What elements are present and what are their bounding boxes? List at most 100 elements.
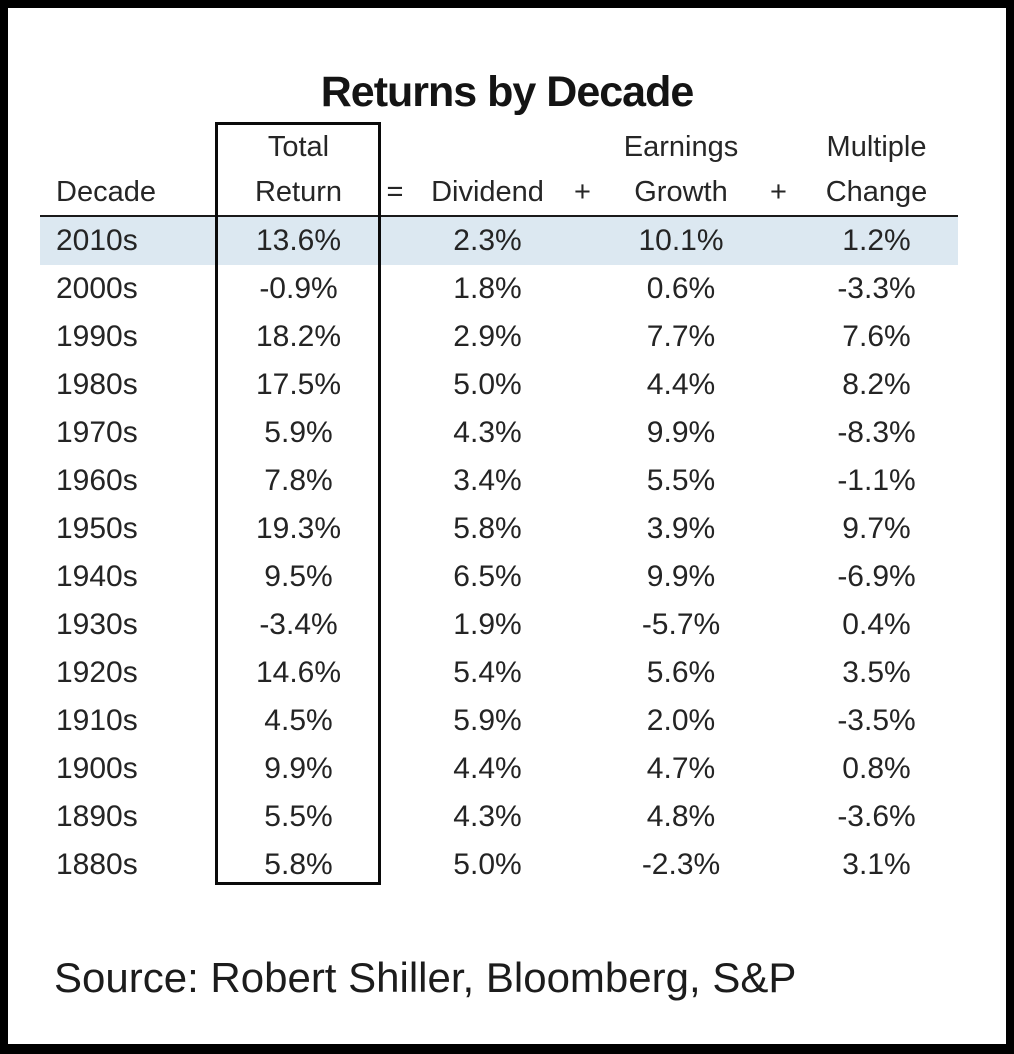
cell-decade: 1990s: [56, 320, 138, 353]
table-row: 1890s 5.5% 4.3% 4.8% -3.6%: [40, 793, 958, 841]
table-body: 2010s 13.6% 2.3% 10.1% 1.2% 2000s -0.9% 1.8% 0.6…: [40, 217, 958, 889]
cell-spacer: [762, 409, 795, 457]
table-row: 1880s 5.8% 5.0% -2.3% 3.1%: [40, 841, 958, 889]
cell-dividend: 4.3%: [453, 800, 522, 833]
cell-spacer: [565, 841, 600, 889]
table-row: 1980s 17.5% 5.0% 4.4% 8.2%: [40, 361, 958, 409]
cell-spacer: [380, 409, 410, 457]
cell-spacer: [380, 745, 410, 793]
cell-dividend: 4.3%: [453, 416, 522, 449]
cell-total-return: 9.9%: [264, 752, 333, 785]
cell-multiple-change: -3.6%: [837, 800, 916, 833]
cell-earnings-growth: 9.9%: [646, 560, 716, 593]
table-row: 1960s 7.8% 3.4% 5.5% -1.1%: [40, 457, 958, 505]
table-row: 1970s 5.9% 4.3% 9.9% -8.3%: [40, 409, 958, 457]
cell-dividend: 5.9%: [453, 704, 522, 737]
table-row: 1900s 9.9% 4.4% 4.7% 0.8%: [40, 745, 958, 793]
col-header-change-line: Change: [825, 176, 928, 208]
table-row: 1990s 18.2% 2.9% 7.7% 7.6%: [40, 313, 958, 361]
cell-earnings-growth: 4.7%: [646, 752, 716, 785]
cell-spacer: [380, 505, 410, 553]
col-header-earnings-growth: Earnings Growth: [600, 125, 762, 215]
cell-spacer: [762, 841, 795, 889]
cell-spacer: [380, 217, 410, 265]
cell-total-return: 19.3%: [255, 512, 342, 545]
cell-total-return: -3.4%: [259, 608, 338, 641]
cell-spacer: [380, 841, 410, 889]
col-header-multiple-change: Multiple Change: [795, 125, 958, 215]
cell-dividend: 4.4%: [453, 752, 522, 785]
cell-spacer: [380, 265, 410, 313]
cell-decade: 1970s: [56, 416, 138, 449]
cell-spacer: [565, 409, 600, 457]
col-header-earnings-line: Earnings: [623, 131, 739, 163]
cell-multiple-change: 1.2%: [842, 224, 911, 257]
col-header-return-line: Return: [254, 176, 343, 208]
cell-spacer: [565, 457, 600, 505]
cell-decade: 2000s: [56, 272, 138, 305]
cell-multiple-change: 0.4%: [842, 608, 911, 641]
plus-sign-1: +: [565, 125, 600, 215]
cell-spacer: [565, 361, 600, 409]
cell-earnings-growth: 4.8%: [646, 800, 716, 833]
cell-decade: 1920s: [56, 656, 138, 689]
cell-spacer: [762, 793, 795, 841]
col-header-dividend: Dividend: [410, 125, 565, 215]
cell-decade: 1980s: [56, 368, 138, 401]
cell-total-return: 13.6%: [255, 224, 342, 257]
table-row: 1940s 9.5% 6.5% 9.9% -6.9%: [40, 553, 958, 601]
table-row: 2000s -0.9% 1.8% 0.6% -3.3%: [40, 265, 958, 313]
cell-dividend: 5.0%: [453, 848, 522, 881]
cell-dividend: 6.5%: [453, 560, 522, 593]
cell-total-return: 18.2%: [255, 320, 342, 353]
cell-total-return: 7.8%: [264, 464, 333, 497]
cell-total-return: 14.6%: [255, 656, 342, 689]
cell-decade: 1930s: [56, 608, 138, 641]
cell-decade: 1900s: [56, 752, 138, 785]
plus-sign-1-label: +: [574, 176, 591, 208]
cell-spacer: [762, 217, 795, 265]
cell-earnings-growth: -2.3%: [641, 848, 721, 881]
cell-dividend: 5.4%: [453, 656, 522, 689]
cell-spacer: [762, 553, 795, 601]
cell-dividend: 3.4%: [453, 464, 522, 497]
source-attribution: Source: Robert Shiller, Bloomberg, S&P: [54, 954, 797, 1001]
cell-spacer: [565, 553, 600, 601]
cell-spacer: [762, 361, 795, 409]
cell-total-return: 5.9%: [264, 416, 333, 449]
col-header-decade-label: Decade: [56, 176, 156, 208]
table-row: 1910s 4.5% 5.9% 2.0% -3.5%: [40, 697, 958, 745]
cell-spacer: [380, 313, 410, 361]
cell-dividend: 2.3%: [453, 224, 522, 257]
cell-earnings-growth: 4.4%: [646, 368, 716, 401]
cell-spacer: [380, 361, 410, 409]
cell-decade: 2010s: [56, 224, 138, 257]
cell-spacer: [762, 313, 795, 361]
cell-earnings-growth: 7.7%: [646, 320, 716, 353]
cell-multiple-change: -6.9%: [837, 560, 916, 593]
cell-spacer: [380, 601, 410, 649]
cell-total-return: -0.9%: [259, 272, 338, 305]
table-header-row: Decade Total Return = Dividend + Earning…: [40, 125, 958, 217]
plus-sign-2: +: [762, 125, 795, 215]
table-row: 1930s -3.4% 1.9% -5.7% 0.4%: [40, 601, 958, 649]
cell-dividend: 5.8%: [453, 512, 522, 545]
cell-dividend: 1.8%: [453, 272, 522, 305]
table-panel: Returns by Decade Decade Total Return = …: [8, 8, 1006, 1044]
equals-sign: =: [380, 125, 410, 215]
plus-sign-2-label: +: [770, 176, 787, 208]
cell-total-return: 17.5%: [255, 368, 342, 401]
cell-total-return: 4.5%: [264, 704, 333, 737]
cell-spacer: [380, 649, 410, 697]
cell-spacer: [762, 745, 795, 793]
cell-decade: 1960s: [56, 464, 138, 497]
col-header-growth-line: Growth: [634, 176, 728, 208]
col-header-dividend-label: Dividend: [431, 176, 544, 208]
cell-dividend: 2.9%: [453, 320, 522, 353]
cell-spacer: [565, 265, 600, 313]
cell-spacer: [380, 457, 410, 505]
cell-spacer: [380, 697, 410, 745]
cell-multiple-change: -8.3%: [837, 416, 916, 449]
cell-multiple-change: -1.1%: [837, 464, 916, 497]
equals-sign-label: =: [386, 176, 404, 208]
